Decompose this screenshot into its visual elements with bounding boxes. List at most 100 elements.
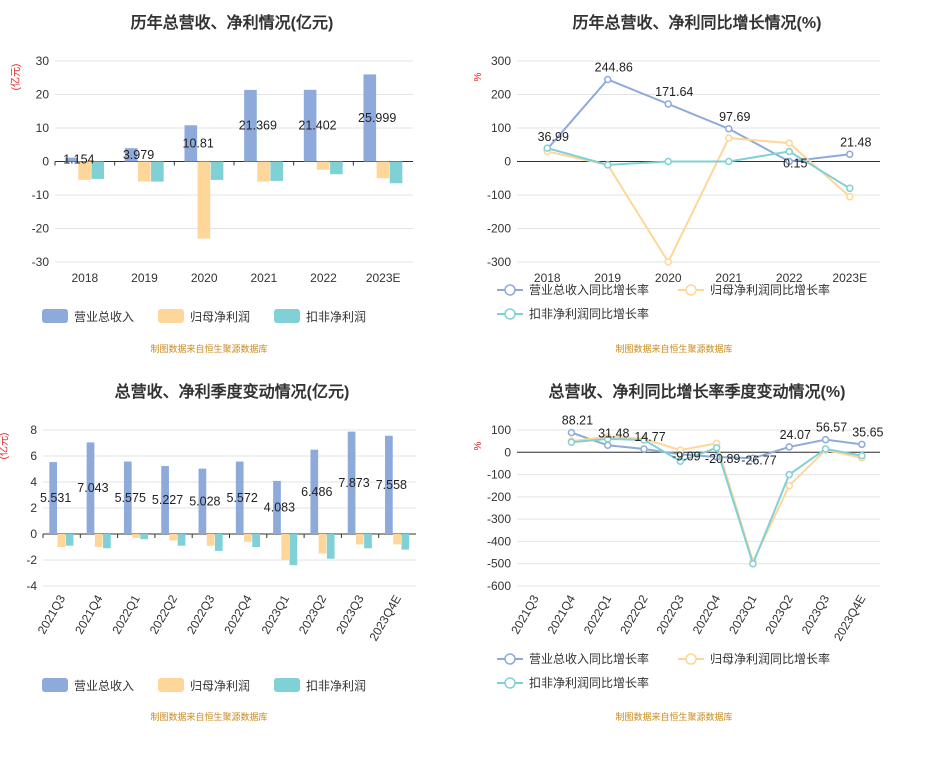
data-point-0-6: [785, 443, 793, 451]
bar-1-4: [206, 534, 215, 546]
data-label: 56.57: [816, 421, 847, 435]
bar-1-0: [57, 534, 66, 547]
bar-1-1: [94, 534, 103, 547]
data-point-2-4: [712, 444, 721, 452]
bar-2-3: [177, 534, 186, 546]
bar-2-2: [140, 534, 149, 540]
x-tick-label: 2018: [71, 271, 98, 285]
data-label: 3.979: [123, 148, 154, 162]
data-label: 5.028: [189, 494, 220, 508]
y-tick-label: 100: [491, 121, 511, 135]
data-point-2-2: [640, 436, 648, 444]
data-point-0-2: [664, 100, 672, 108]
bar-1-7: [318, 534, 327, 554]
data-point-0-3: [725, 125, 733, 133]
y-tick-label: -100: [487, 188, 511, 202]
bar-0-4: [198, 468, 207, 534]
legend-swatch-0: [42, 678, 68, 692]
legend-marker-2: [504, 308, 516, 320]
bar-1-8: [355, 534, 364, 545]
bar-2-5: [252, 534, 260, 547]
legend-label: 扣非净利润同比增长率: [529, 306, 649, 321]
legend-marker-0: [504, 284, 516, 296]
legend-label: 扣非净利润: [306, 310, 366, 324]
x-tick-label: 2020: [655, 271, 682, 285]
bar-0-8: [347, 431, 356, 534]
bar-2-9: [401, 534, 410, 550]
y-tick-label: 0: [30, 527, 37, 541]
legend-label: 营业总收入: [74, 310, 134, 324]
legend-marker-2: [504, 677, 516, 689]
y-tick-label: 8: [30, 423, 37, 437]
data-point-0-1: [604, 75, 612, 84]
bar-1-5: [376, 161, 390, 179]
y-tick-label: 0: [42, 155, 49, 169]
legend-label: 营业总收入同比增长率: [529, 651, 649, 666]
bar-0-5: [363, 74, 377, 162]
y-tick-label: 0: [504, 155, 511, 169]
y-tick-label: -600: [487, 579, 511, 593]
bar-0-6: [273, 480, 281, 534]
data-point-0-5: [846, 150, 854, 159]
data-point-0-5: [749, 454, 757, 463]
data-label: -26.77: [741, 453, 776, 467]
source-note: 制图数据来自恒生聚源数据库: [150, 711, 267, 722]
x-tick-label: 2023Q2: [296, 592, 330, 636]
bar-1-1: [137, 161, 151, 182]
data-label: 0.15: [783, 156, 807, 170]
data-label: 31.48: [598, 426, 629, 440]
source-note: 制图数据来自恒生聚源数据库: [615, 711, 732, 722]
bar-0-0: [49, 462, 58, 534]
data-label: 21.369: [239, 119, 277, 133]
quarterly-growth-panel: 总营收、净利同比增长率季度变动情况(%) 100 0 -100 -200 -300 -400…: [465, 375, 930, 755]
data-label: 5.572: [227, 491, 258, 505]
legend-marker-1: [685, 284, 697, 296]
bar-0-1: [124, 148, 138, 162]
annual-amounts-chart: 历年总营收、净利情况(亿元) 30 20 10 0 -10 -20 -30 (亿元) 2018 20…: [9, 13, 413, 354]
data-label: -9.09: [672, 449, 701, 463]
x-tick-label: 2021: [715, 271, 742, 285]
bar-0-2: [184, 125, 198, 162]
bar-2-2: [210, 161, 224, 180]
x-tick-label: 2022Q1: [581, 592, 615, 636]
bar-1-3: [257, 161, 270, 182]
data-point-2-5: [749, 559, 757, 568]
data-point-1-4: [785, 139, 793, 147]
bar-1-2: [132, 534, 140, 538]
y-tick-label: -200: [487, 222, 511, 236]
x-tick-label: 2022Q2: [617, 592, 651, 636]
x-tick-label: 2023Q4E: [366, 593, 403, 644]
bar-1-0: [78, 161, 91, 180]
legend-swatch-1: [158, 309, 184, 323]
data-label: -20.89: [705, 452, 740, 466]
y-axis-unit: %: [473, 441, 484, 450]
data-point-2-7: [821, 445, 830, 453]
y-tick-label: -500: [487, 557, 511, 571]
bar-2-7: [326, 534, 335, 559]
y-tick-label: 10: [36, 121, 50, 135]
x-tick-label: 2021Q4: [545, 592, 579, 636]
legend-marker-0: [504, 653, 516, 665]
y-tick-label: -400: [487, 534, 511, 548]
bar-2-4: [330, 161, 343, 175]
data-point-2-0: [567, 438, 576, 447]
bar-0-7: [310, 449, 319, 534]
data-point-2-5: [846, 184, 854, 193]
x-tick-label: 2022Q2: [147, 592, 181, 636]
y-tick-label: 6: [30, 449, 37, 463]
data-label: 1.154: [63, 153, 94, 167]
data-point-0-0: [567, 428, 576, 437]
y-tick-label: -10: [32, 188, 50, 202]
chart-title: 总营收、净利季度变动情况(亿元): [115, 382, 350, 401]
data-label: 88.21: [562, 414, 593, 428]
x-tick-label: 2021: [250, 271, 277, 285]
bar-0-2: [123, 461, 132, 534]
data-point-2-3: [676, 457, 685, 465]
y-tick-label: -100: [487, 468, 511, 482]
data-point-2-2: [664, 157, 672, 166]
x-tick-label: 2023Q4E: [831, 593, 868, 644]
x-tick-label: 2022Q1: [109, 592, 143, 636]
x-tick-label: 2023Q1: [726, 592, 760, 636]
y-tick-label: -20: [32, 222, 50, 236]
data-label: 21.402: [298, 119, 336, 133]
